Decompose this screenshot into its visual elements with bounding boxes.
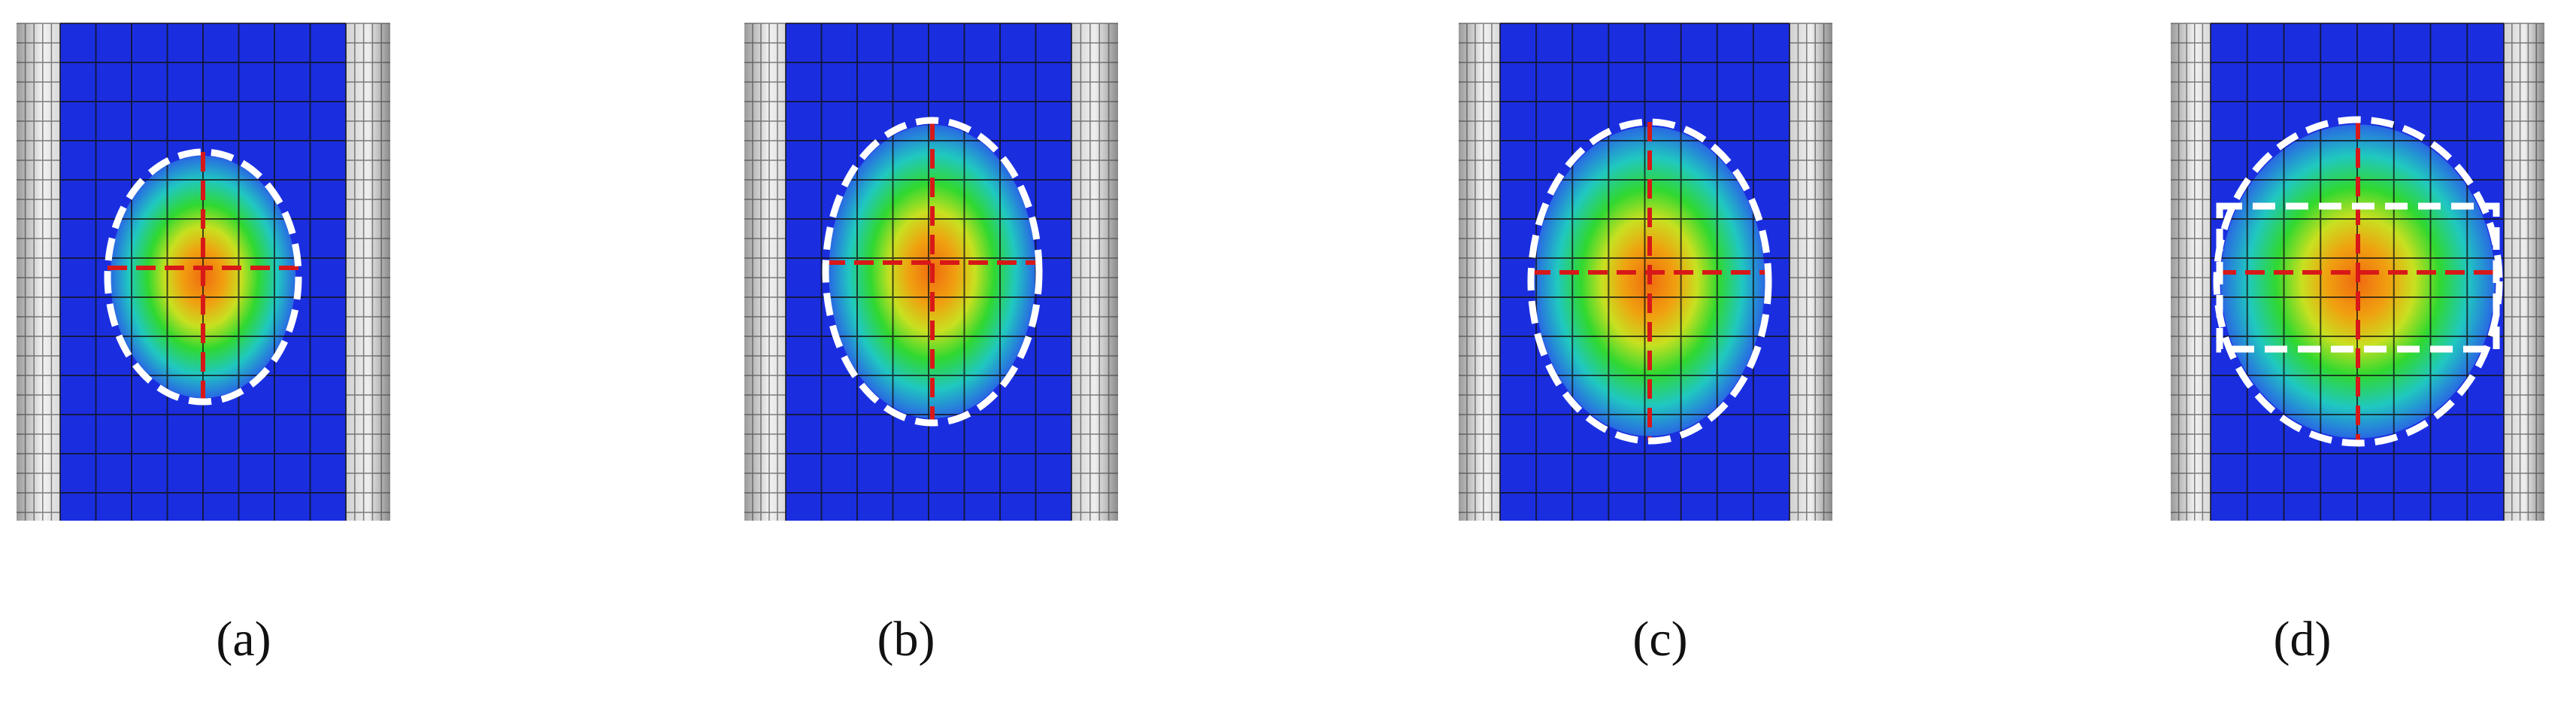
panel-label: (a) (216, 612, 271, 667)
panel-label: (b) (877, 612, 935, 667)
simulation-panel (2171, 23, 2544, 521)
side-mesh (1071, 23, 1118, 521)
side-mesh (744, 23, 786, 521)
damage-outline (104, 148, 302, 406)
mesh (2210, 23, 2505, 521)
panel-label: (d) (2274, 612, 2332, 667)
side-mesh-lines (17, 23, 390, 521)
side-mesh (1459, 23, 1500, 521)
simulation-panel (17, 23, 390, 521)
simulation-panel (1459, 23, 1832, 521)
side-mesh (17, 23, 60, 521)
damage-outline (1527, 118, 1772, 445)
damage-outline (822, 117, 1043, 427)
panel-label: (c) (1632, 612, 1687, 667)
simulation-panel (744, 23, 1118, 521)
band-outline (2216, 202, 2500, 353)
side-mesh-lines (2171, 23, 2544, 521)
side-mesh (346, 23, 390, 521)
side-mesh (2171, 23, 2211, 521)
side-mesh (1790, 23, 1832, 521)
side-mesh-lines (1459, 23, 1832, 521)
side-mesh-lines (744, 23, 1118, 521)
side-mesh (2504, 23, 2544, 521)
